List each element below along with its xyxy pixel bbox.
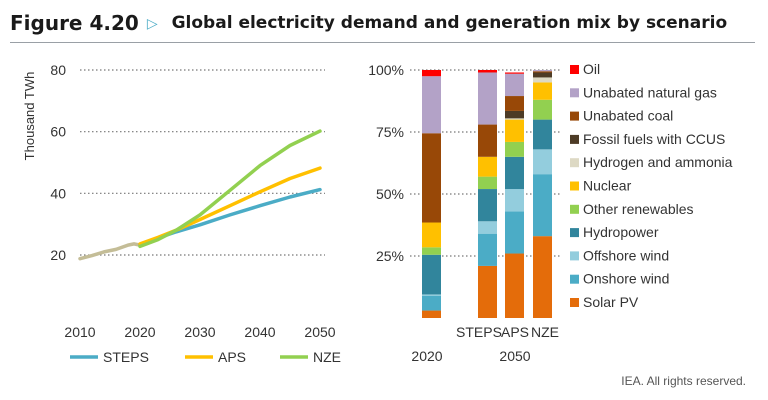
- line-chart-xtick-label: 2010: [64, 324, 95, 340]
- legend-swatch-hydropower: [570, 228, 579, 238]
- bar-segment-fossil-fuels-with-ccus: [505, 110, 524, 119]
- legend-swatch-onshore-wind: [570, 274, 579, 284]
- line-chart-ytick-label: 40: [50, 185, 66, 201]
- legend-swatch-nuclear: [570, 181, 579, 191]
- bar-category-label: APS: [501, 324, 529, 340]
- series-line-aps: [138, 166, 322, 246]
- legend-label-hydrogen-and-ammonia: Hydrogen and ammonia: [583, 154, 733, 170]
- legend-swatch-solar-pv: [570, 298, 579, 307]
- figure-title: Global electricity demand and generation…: [171, 13, 728, 33]
- legend-label-unabated-coal: Unabated coal: [583, 108, 673, 124]
- bar-segment-hydropower: [533, 119, 552, 150]
- bar-segment-offshore-wind: [533, 149, 552, 175]
- bar-segment-hydropower: [505, 156, 524, 190]
- bar-group-label-2020: 2020: [411, 348, 442, 364]
- legend-label-steps: STEPS: [103, 349, 149, 365]
- bar-segment-oil: [505, 72, 524, 74]
- bar-chart-ytick-label: 50%: [376, 186, 404, 202]
- bar-category-label: STEPS: [456, 324, 502, 340]
- bar-segment-hydrogen-and-ammonia: [533, 77, 552, 83]
- bar-segment-solar-pv: [422, 310, 441, 318]
- bar-segment-onshore-wind: [478, 233, 497, 266]
- bar-segment-hydrogen-and-ammonia: [505, 118, 524, 120]
- legend-swatch-other-renewables: [570, 204, 579, 214]
- bar-segment-onshore-wind: [422, 295, 441, 311]
- bar-chart-ytick-label: 100%: [368, 62, 404, 78]
- bar-segment-unabated-coal: [422, 133, 441, 223]
- legend-swatch-hydrogen-and-ammonia: [570, 158, 579, 168]
- legend-swatch-fossil-fuels-with-ccus: [570, 134, 579, 144]
- bar-segment-unabated-natural-gas: [533, 70, 552, 72]
- bar-segment-other-renewables: [505, 141, 524, 157]
- header-divider: [10, 42, 755, 43]
- bar-segment-unabated-natural-gas: [505, 73, 524, 97]
- series-line-nze: [138, 129, 322, 249]
- bar-segment-solar-pv: [478, 265, 497, 318]
- bar-segment-other-renewables: [478, 176, 497, 190]
- legend-label-hydropower: Hydropower: [583, 224, 659, 240]
- bar-segment-unabated-natural-gas: [478, 72, 497, 125]
- legend-swatch-offshore-wind: [570, 251, 579, 261]
- bar-segment-hydropower: [478, 189, 497, 222]
- bar-segment-solar-pv: [533, 236, 552, 318]
- legend-label-offshore-wind: Offshore wind: [583, 247, 669, 263]
- line-chart-ylabel: Thousand TWh: [22, 72, 37, 161]
- line-chart-ytick-label: 80: [50, 62, 66, 78]
- bar-segment-offshore-wind: [505, 189, 524, 212]
- bar-segment-hydropower: [422, 254, 441, 295]
- bar-segment-other-renewables: [422, 247, 441, 255]
- triangle-right-outline-icon: ▷: [146, 14, 158, 31]
- bar-segment-onshore-wind: [533, 174, 552, 237]
- bar-segment-offshore-wind: [422, 294, 441, 296]
- line-chart-xtick-label: 2030: [184, 324, 215, 340]
- legend-label-oil: Oil: [583, 61, 600, 77]
- bar-segment-fossil-fuels-with-ccus: [533, 72, 552, 78]
- legend-label-solar-pv: Solar PV: [583, 294, 639, 310]
- line-chart-xtick-label: 2020: [124, 324, 155, 340]
- bar-segment-nuclear: [533, 82, 552, 100]
- historical-demand-line: [78, 242, 142, 261]
- legend-label-nuclear: Nuclear: [583, 178, 632, 194]
- legend-swatch-unabated-natural-gas: [570, 88, 579, 98]
- legend-label-unabated-natural-gas: Unabated natural gas: [583, 84, 717, 100]
- bar-segment-nuclear: [505, 119, 524, 142]
- line-chart-xtick-label: 2050: [304, 324, 335, 340]
- bar-segment-onshore-wind: [505, 211, 524, 254]
- bar-segment-nuclear: [478, 156, 497, 177]
- bar-segment-solar-pv: [505, 253, 524, 318]
- bar-segment-unabated-coal: [478, 124, 497, 157]
- bar-segment-nuclear: [422, 222, 441, 248]
- figure-header: Figure 4.20 ▷ Global electricity demand …: [10, 6, 727, 40]
- bar-segment-oil: [422, 70, 441, 77]
- bar-segment-unabated-natural-gas: [422, 76, 441, 134]
- legend-label-aps: APS: [218, 349, 246, 365]
- bar-chart-ytick-label: 25%: [376, 248, 404, 264]
- bar-segment-unabated-coal: [505, 96, 524, 111]
- bar-category-label: NZE: [531, 324, 559, 340]
- line-chart-ytick-label: 20: [50, 247, 66, 263]
- bar-chart-ytick-label: 75%: [376, 124, 404, 140]
- legend-label-onshore-wind: Onshore wind: [583, 271, 669, 287]
- legend-label-fossil-fuels-with-ccus: Fossil fuels with CCUS: [583, 131, 725, 147]
- bar-segment-other-renewables: [533, 99, 552, 120]
- copyright-notice: IEA. All rights reserved.: [621, 374, 746, 388]
- bar-group-label-2050: 2050: [499, 348, 530, 364]
- legend-swatch-oil: [570, 65, 579, 74]
- legend-swatch-unabated-coal: [570, 111, 579, 121]
- line-chart-ytick-label: 60: [50, 124, 66, 140]
- legend-label-nze: NZE: [313, 349, 341, 365]
- figure-label: Figure 4.20: [10, 11, 139, 35]
- line-chart-xtick-label: 2040: [244, 324, 275, 340]
- legend-label-other-renewables: Other renewables: [583, 201, 694, 217]
- bar-segment-oil: [478, 70, 497, 73]
- bar-segment-offshore-wind: [478, 221, 497, 234]
- bar-segment-unabated-coal: [533, 71, 552, 73]
